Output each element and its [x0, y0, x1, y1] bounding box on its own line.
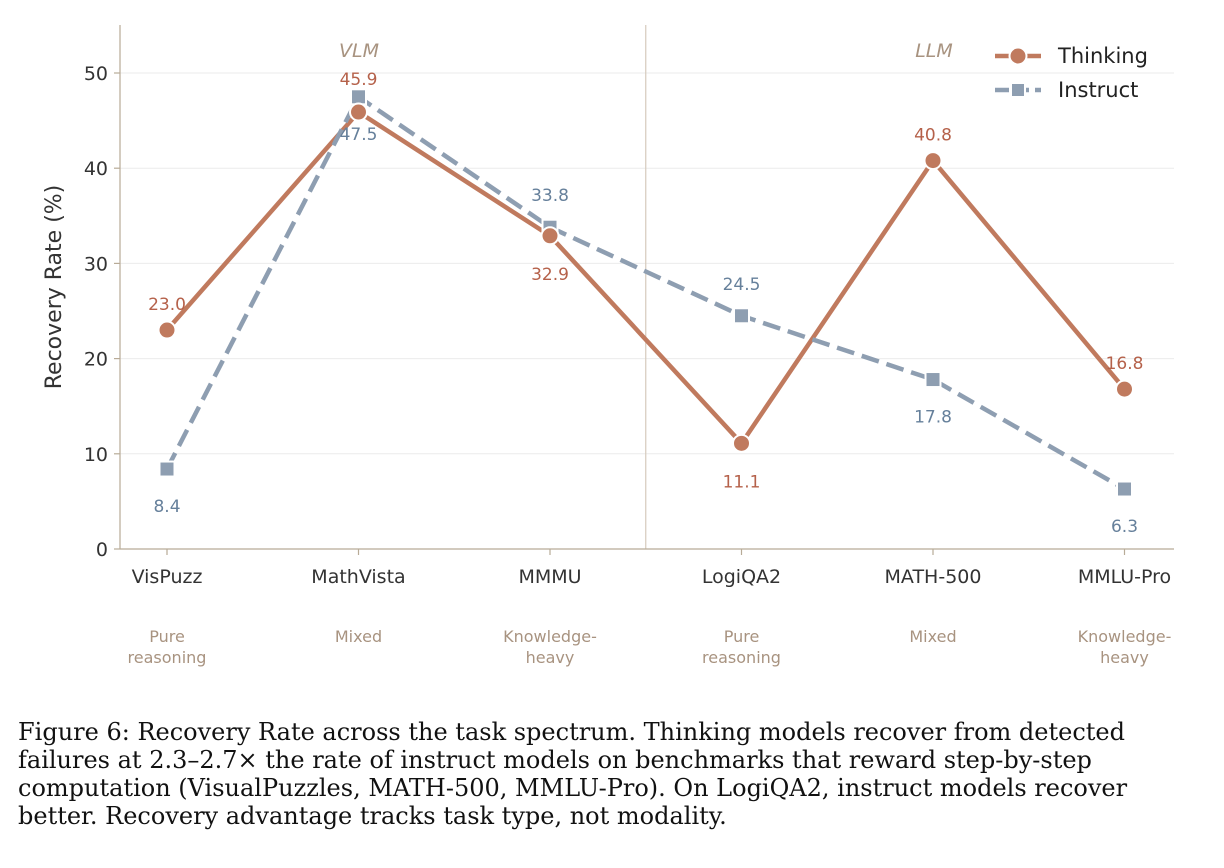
x-tick-label: MMLU-Pro	[1078, 566, 1171, 588]
category-type-label: heavy	[526, 648, 575, 667]
instruct-point	[158, 460, 176, 478]
legend-label-thinking: Thinking	[1057, 44, 1148, 68]
category-type-label: Pure	[149, 627, 185, 646]
category-type-label: heavy	[1100, 648, 1149, 667]
category-type-label: Knowledge-	[503, 627, 597, 646]
category-type-label: Mixed	[335, 627, 382, 646]
y-tick-label: 40	[84, 158, 108, 180]
category-type-label: reasoning	[702, 648, 781, 667]
x-tick-label: MathVista	[311, 566, 405, 588]
thinking-data-label: 32.9	[531, 265, 569, 285]
group-label-llm: LLM	[915, 40, 953, 62]
instruct-point	[350, 88, 367, 106]
thinking-point	[923, 151, 943, 171]
x-tick-label: MMMU	[518, 566, 581, 588]
series-line-thinking	[165, 109, 1127, 446]
instruct-data-label: 6.3	[1111, 517, 1138, 537]
instruct-data-label: 8.4	[153, 497, 180, 517]
thinking-point	[349, 102, 368, 122]
instruct-data-label: 17.8	[914, 408, 952, 428]
thinking-data-label: 40.8	[914, 126, 952, 146]
legend: Thinking Instruct	[995, 44, 1148, 102]
series-line-instruct	[164, 94, 1126, 491]
category-type-label: Knowledge-	[1078, 627, 1172, 646]
x-tick-label: VisPuzz	[132, 566, 203, 588]
thinking-point	[1115, 379, 1134, 399]
instruct-point	[733, 307, 750, 325]
legend-marker-thinking	[1008, 46, 1028, 66]
instruct-data-label: 24.5	[723, 275, 761, 295]
group-label-vlm: VLM	[339, 40, 379, 62]
instruct-data-label: 47.5	[340, 125, 378, 145]
x-tick-label: MATH-500	[885, 566, 982, 588]
figure-caption: Figure 6: Recovery Rate across the task …	[18, 718, 1128, 830]
legend-label-instruct: Instruct	[1058, 78, 1138, 102]
legend-marker-instruct	[1010, 82, 1026, 98]
category-type-label: reasoning	[128, 648, 207, 667]
instruct-point	[924, 371, 942, 389]
thinking-data-label: 11.1	[723, 472, 761, 492]
thinking-point	[732, 433, 751, 453]
y-tick-label: 0	[96, 539, 108, 561]
thinking-point	[157, 320, 177, 340]
x-tick-label: LogiQA2	[702, 566, 781, 588]
y-tick-label: 30	[84, 253, 108, 275]
figure: 0 10 20 30 40 50 VisPuzz Pure reasoning MathVista…	[42, 25, 1174, 667]
category-type-label: Mixed	[909, 627, 956, 646]
y-tick-label: 10	[84, 444, 108, 466]
y-tick-label: 50	[84, 63, 108, 85]
instruct-data-label: 33.8	[531, 186, 569, 206]
thinking-point	[540, 226, 560, 246]
category-type-label: Pure	[724, 627, 760, 646]
line-chart: 0 10 20 30 40 50 VisPuzz Pure reasoning MathVista…	[42, 25, 1174, 667]
thinking-data-label: 23.0	[148, 295, 186, 315]
thinking-data-label: 45.9	[340, 70, 378, 90]
instruct-point	[1116, 480, 1133, 498]
y-tick-label: 20	[84, 349, 108, 371]
thinking-data-label: 16.8	[1106, 354, 1144, 374]
y-axis-title: Recovery Rate (%)	[42, 185, 67, 390]
